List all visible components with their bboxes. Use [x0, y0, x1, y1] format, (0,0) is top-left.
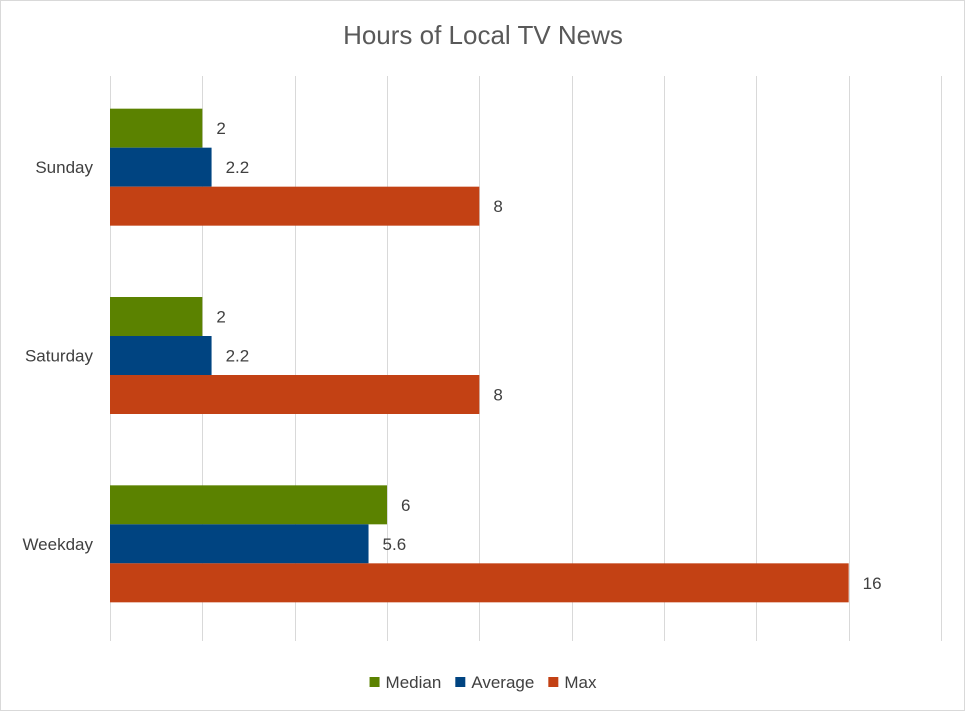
data-label: 8: [493, 197, 502, 216]
category-label: Weekday: [22, 535, 93, 554]
chart-title: Hours of Local TV News: [343, 20, 623, 50]
category-label: Saturday: [25, 347, 94, 366]
legend-swatch: [548, 677, 559, 687]
data-label: 5.6: [383, 535, 407, 554]
bar-average-sunday: [110, 147, 212, 187]
legend-swatch: [455, 677, 466, 687]
category-axis: Sunday Saturday Weekday: [22, 158, 93, 554]
data-label: 6: [401, 496, 410, 515]
data-label: 8: [493, 386, 502, 405]
bar-median-saturday: [110, 297, 203, 336]
bar-max-sunday: [110, 186, 480, 226]
data-label: 2.2: [226, 158, 250, 177]
bars: [110, 108, 849, 603]
data-labels: 2 2.2 8 2 2.2 8 6 5.6 16: [216, 119, 881, 593]
legend: Median Average Max: [369, 673, 597, 692]
legend-swatch: [369, 677, 380, 687]
data-label: 2: [216, 308, 225, 327]
data-label: 16: [863, 574, 882, 593]
legend-item-average: Average: [455, 673, 534, 692]
legend-label: Max: [564, 673, 597, 692]
legend-item-median: Median: [369, 673, 442, 692]
legend-label: Median: [386, 673, 442, 692]
bar-max-weekday: [110, 563, 849, 603]
bar-average-weekday: [110, 524, 369, 564]
bar-max-saturday: [110, 375, 480, 414]
legend-item-max: Max: [548, 673, 597, 692]
bar-median-sunday: [110, 108, 203, 148]
data-label: 2: [216, 119, 225, 138]
data-label: 2.2: [226, 347, 250, 366]
bar-median-weekday: [110, 485, 387, 525]
bar-average-saturday: [110, 336, 212, 375]
legend-label: Average: [471, 673, 534, 692]
category-label: Sunday: [35, 158, 93, 177]
